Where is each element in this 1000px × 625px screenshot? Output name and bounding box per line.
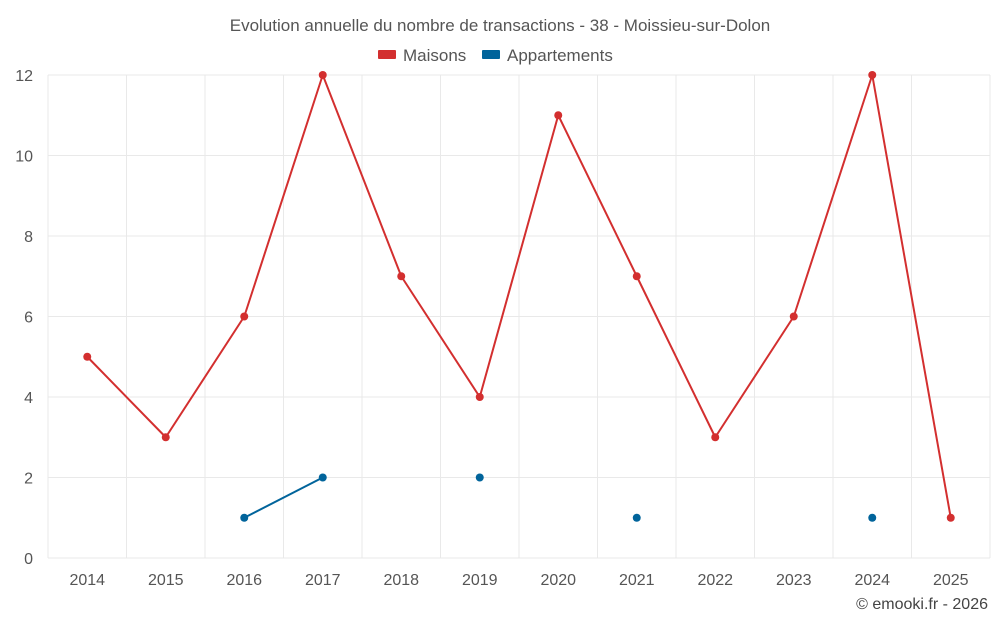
data-point-maisons-2023[interactable] [789,312,798,321]
x-tick-label: 2014 [69,572,105,589]
y-tick-label: 4 [24,390,33,407]
data-point-maisons-2016[interactable] [240,312,249,321]
data-point-maisons-2014[interactable] [83,352,92,361]
data-point-appartements-2016[interactable] [240,513,249,522]
legend-label-maisons: Maisons [403,46,466,65]
x-tick-label: 2018 [383,572,419,589]
data-point-maisons-2018[interactable] [397,272,406,281]
data-point-appartements-2021[interactable] [632,513,641,522]
x-tick-label: 2019 [462,572,498,589]
data-point-maisons-2020[interactable] [554,111,563,120]
series-appartements [240,473,877,522]
y-tick-label: 0 [24,551,33,568]
x-tick-label: 2022 [697,572,733,589]
data-point-maisons-2025[interactable] [946,513,955,522]
legend-swatch-appartements [482,50,500,59]
y-tick-label: 2 [24,471,33,488]
data-point-maisons-2021[interactable] [632,272,641,281]
y-tick-label: 12 [15,68,33,85]
series [83,71,955,522]
legend-swatch-maisons [378,50,396,59]
series-line-appartements [243,476,324,519]
data-point-appartements-2017[interactable] [318,473,327,482]
series-line-maisons [86,74,952,518]
chart-title: Evolution annuelle du nombre de transact… [230,16,771,35]
y-tick-label: 6 [24,310,33,327]
x-tick-label: 2023 [776,572,812,589]
legend-item-appartements[interactable]: Appartements [482,46,613,65]
x-tick-label: 2016 [226,572,262,589]
data-point-maisons-2019[interactable] [475,393,484,401]
data-point-appartements-2019[interactable] [475,473,484,482]
y-tick-label: 8 [24,229,33,246]
grid [47,74,991,559]
x-tick-label: 2025 [933,572,969,589]
x-tick-label: 2021 [619,572,655,589]
y-axis: 0 2 4 6 8 10 12 [15,68,33,568]
legend: Maisons Appartements [378,46,613,65]
legend-label-appartements: Appartements [507,46,613,65]
x-tick-label: 2017 [305,572,341,589]
y-tick-label: 10 [15,149,33,166]
data-point-maisons-2017[interactable] [318,71,327,79]
legend-item-maisons[interactable]: Maisons [378,46,466,65]
x-tick-label: 2015 [148,572,184,589]
series-maisons [83,71,955,522]
x-tick-label: 2024 [854,572,890,589]
data-point-maisons-2022[interactable] [711,433,720,442]
data-point-maisons-2024[interactable] [868,71,877,79]
x-axis: 2014 2015 2016 2017 2018 2019 2020 2021 2022 2023… [69,572,968,589]
data-point-maisons-2015[interactable] [161,433,170,442]
data-point-appartements-2024[interactable] [868,513,877,522]
credit-text: © emooki.fr - 2026 [856,596,988,613]
x-tick-label: 2020 [540,572,576,589]
